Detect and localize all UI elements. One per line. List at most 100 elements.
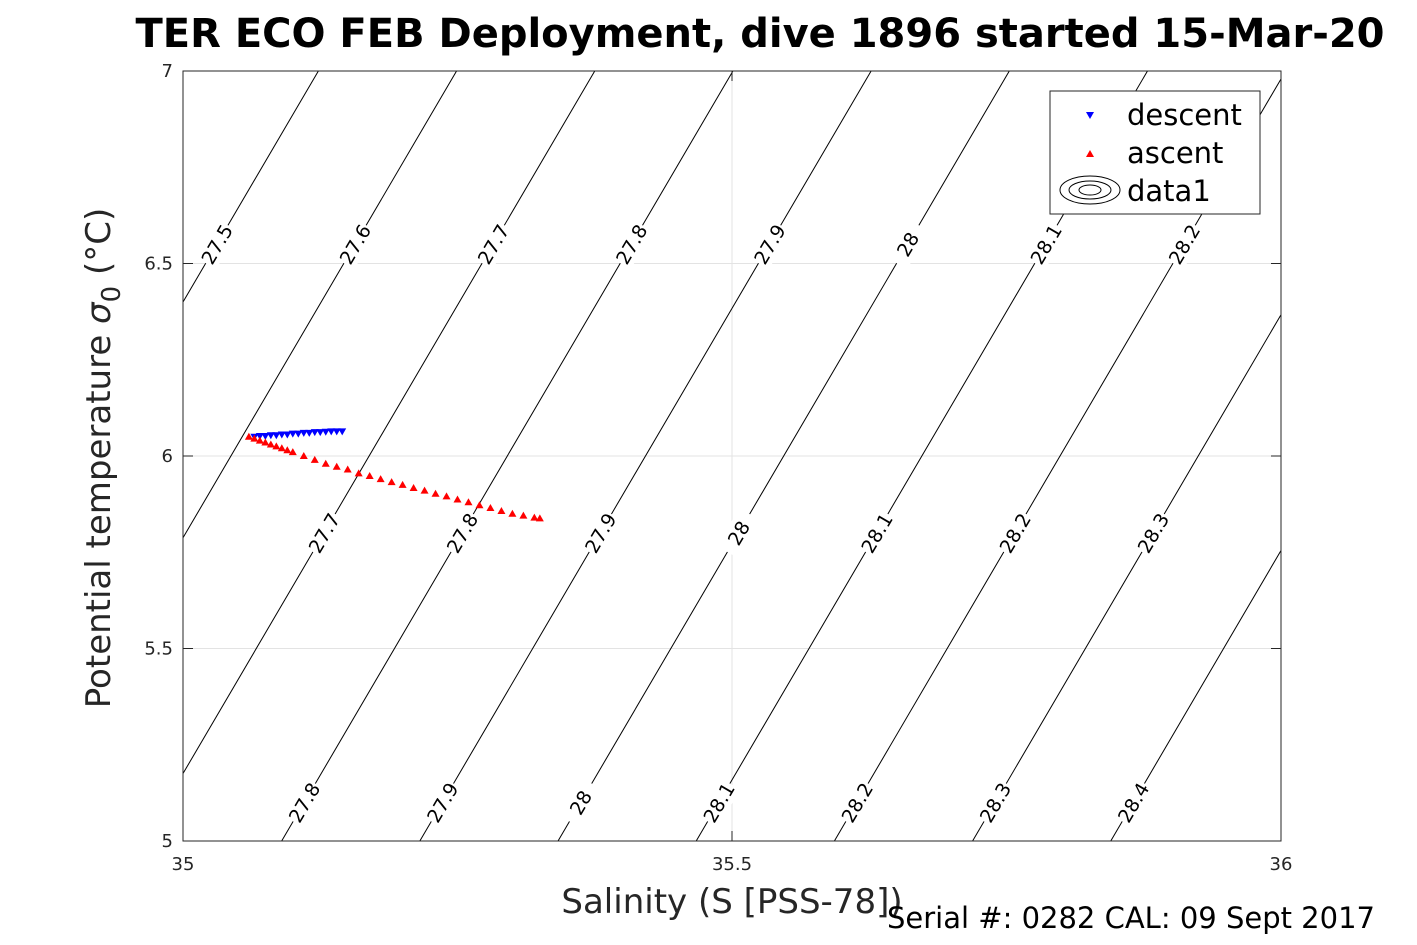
ascent-point (535, 514, 544, 522)
legend-contour-icon (1059, 175, 1121, 205)
ascent-point (255, 436, 264, 444)
ascent-point (261, 438, 270, 446)
contour-label-bg (1131, 507, 1175, 559)
axis-ticks: 35 35.5 36 5 5.5 6 6.5 7 (144, 61, 1292, 875)
legend-ascent-label: ascent (1127, 136, 1223, 170)
descent-point (294, 430, 303, 438)
contour-label-bg (1111, 777, 1155, 828)
descent-point (299, 429, 308, 437)
ascent-point (310, 455, 319, 463)
ascent-point (530, 513, 539, 521)
ascent-point (250, 434, 259, 442)
y-axis-label-subscript: 0 (97, 286, 127, 303)
contour-label-bg (855, 507, 899, 559)
ascent-point (442, 492, 451, 500)
descent-point (272, 432, 281, 440)
contour-label-bg (333, 219, 377, 270)
descent-point (321, 428, 330, 436)
legend-descent-label: descent (1127, 98, 1242, 132)
ascent-point (486, 503, 495, 511)
ascent-point (398, 480, 407, 488)
isopycnal-line (281, 70, 734, 842)
y-tick-label: 6 (162, 446, 173, 467)
descent-point (327, 428, 336, 436)
contour-label-bg (559, 777, 603, 828)
contour-label-bg (609, 219, 653, 270)
ascent-point (244, 432, 253, 440)
y-axis-label: Potential temperature σ0 (°C) (79, 208, 127, 708)
contour-label-bg (440, 507, 484, 559)
ascent-point (365, 472, 374, 480)
contour-label-bg (1162, 219, 1206, 270)
y-tick-label: 5.5 (144, 639, 173, 660)
legend-descent-marker (1086, 112, 1094, 119)
ascent-point (376, 475, 385, 483)
contour-label-bg (886, 219, 930, 270)
descent-point (288, 430, 297, 438)
x-axis-label: Salinity (S [PSS-78]) (561, 882, 902, 922)
contour-label-bg (420, 777, 464, 828)
ascent-point (475, 501, 484, 509)
contour-label-bg (282, 777, 326, 828)
isopycnal-line (182, 70, 319, 303)
ascent-point (354, 469, 363, 477)
legend-data1-label: data1 (1127, 174, 1211, 208)
descent-point (316, 429, 325, 437)
ascent-point (464, 498, 473, 506)
ascent-point (299, 452, 308, 459)
ascent-point (431, 489, 440, 497)
isopycnal-line (182, 70, 596, 774)
ascent-point (409, 483, 418, 491)
ascent-point (497, 507, 506, 515)
contour-label-bg (717, 507, 761, 559)
descent-point (283, 431, 292, 439)
descent-point (338, 428, 347, 436)
serial-cal-footer: Serial #: 0282 CAL: 09 Sept 2017 (887, 901, 1375, 935)
isopycnal-line (182, 70, 457, 539)
contour-label-bg (578, 507, 622, 559)
legend: descent ascent data1 (1049, 90, 1261, 215)
y-tick-label: 5 (162, 831, 173, 852)
descent-point (332, 428, 341, 436)
ascent-point (420, 486, 429, 494)
isopycnal-line (419, 70, 872, 842)
contour-label-bg (748, 219, 792, 270)
contour-label-bg (302, 507, 346, 559)
descent-point (266, 432, 275, 440)
descent-point (261, 432, 270, 440)
ascent-point (277, 444, 286, 452)
descent-point (310, 429, 319, 437)
legend-box (1049, 90, 1261, 215)
y-axis-label-text: Potential temperature (79, 324, 119, 708)
ascent-point (332, 462, 341, 470)
ascent-point (508, 509, 517, 517)
data-markers (244, 428, 544, 522)
ascent-point (321, 459, 330, 467)
y-axis-label-unit: (°C) (79, 208, 119, 286)
descent-point (255, 432, 264, 440)
ascent-point (272, 442, 281, 450)
x-tick-label: 35.5 (712, 854, 752, 875)
ascent-point (343, 465, 352, 473)
x-tick-label: 36 (1270, 854, 1293, 875)
contour-label-bg (1024, 219, 1068, 270)
descent-point (277, 431, 286, 439)
isopycnal-line (972, 314, 1282, 842)
ascent-point (266, 440, 275, 448)
ascent-point (387, 478, 396, 486)
x-tick-label: 35 (172, 854, 195, 875)
chart-title: TER ECO FEB Deployment, dive 1896 starte… (135, 11, 1384, 57)
ascent-point (283, 446, 292, 454)
contour-label-bg (835, 777, 879, 828)
ascent-point (288, 448, 297, 456)
y-axis-label-sigma: σ (79, 301, 119, 324)
contour-label-bg (993, 507, 1037, 559)
y-tick-label: 7 (162, 61, 173, 82)
isopycnal-line (557, 70, 1010, 842)
contour-label-bg (697, 777, 741, 828)
grid-lines (183, 71, 1281, 841)
descent-point (305, 429, 314, 437)
y-tick-label: 6.5 (144, 254, 173, 275)
legend-ascent-marker (1086, 150, 1094, 157)
